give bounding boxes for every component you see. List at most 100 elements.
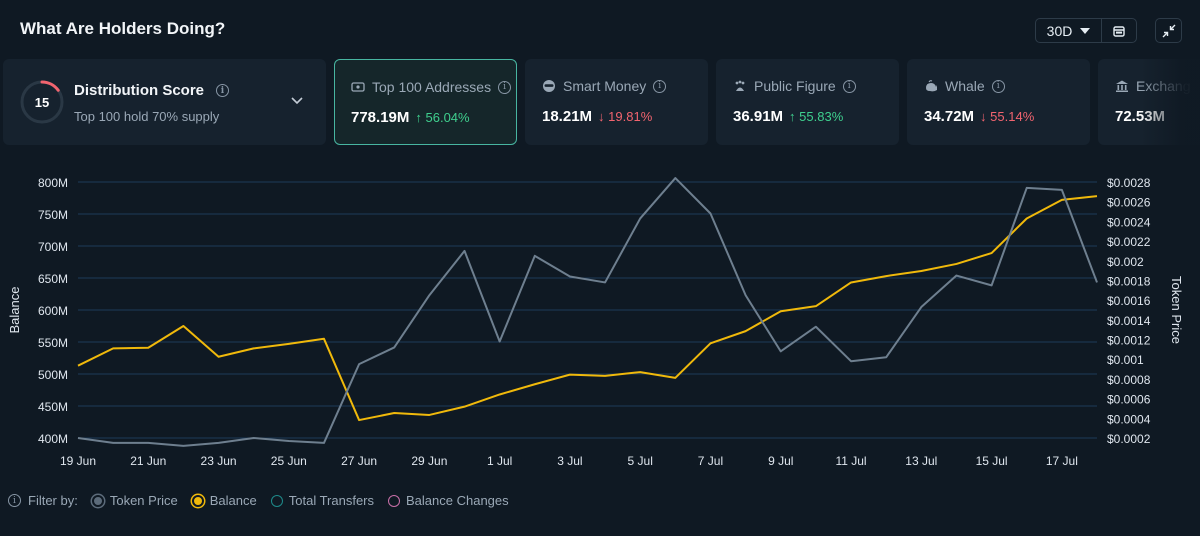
calendar-icon (1113, 25, 1125, 37)
filter-label-group: i Filter by: (8, 493, 78, 508)
distribution-score-card[interactable] (3, 59, 326, 145)
card-smart-money[interactable]: Smart Money i 18.21M ↓ 19.81% (525, 59, 708, 145)
distribution-gauge: 15 (20, 80, 64, 124)
arrow-up-icon: ↑ (415, 110, 422, 125)
series-line-balance (77, 195, 1098, 422)
collapse-button[interactable] (1155, 18, 1182, 43)
legend-dot (388, 494, 401, 507)
info-icon[interactable]: i (498, 80, 512, 94)
y-tick-label-left: 750M (38, 208, 68, 222)
info-icon[interactable]: i (991, 79, 1005, 93)
y-tick-label-left: 650M (38, 272, 68, 286)
y-tick-label-left: 700M (38, 240, 68, 254)
y-tick-label-right: $0.0022 (1107, 235, 1151, 249)
y-tick-label-right: $0.0006 (1107, 393, 1151, 407)
y-tick-label-left: 500M (38, 368, 68, 382)
y-tick-label-left: 600M (38, 304, 68, 318)
change-value: 55.83% (799, 109, 844, 124)
gauge-fill (20, 80, 64, 124)
y-tick-label-right: $0.0008 (1107, 373, 1151, 387)
change-badge: ↑ 56.04% (415, 110, 469, 125)
change-value: 55.14% (990, 109, 1035, 124)
x-tick-label: 1 Jul (487, 454, 512, 468)
page-title: What Are Holders Doing? (20, 19, 226, 38)
calendar-button[interactable] (1102, 19, 1136, 42)
holders-chart: 400M 450M 500M 550M 600M 650M 700M 750M 800M $0.0… (7, 176, 1184, 468)
legend-dot (191, 494, 204, 507)
chevron-down-icon[interactable] (291, 97, 303, 105)
x-tick-label: 17 Jul (1046, 454, 1078, 468)
card-value: 18.21M (542, 108, 593, 125)
card-label: Exchang (1136, 78, 1191, 94)
public-figure-icon (735, 80, 745, 91)
y-tick-label-right: $0.0018 (1107, 274, 1151, 288)
legend-dot (270, 494, 283, 507)
y-axis-title-right: Token Price (1169, 276, 1184, 344)
x-tick-label: 15 Jul (976, 454, 1008, 468)
x-tick-label: 27 Jun (341, 454, 377, 468)
y-tick-label-right: $0.0026 (1107, 196, 1151, 210)
legend-label: Balance Changes (406, 493, 509, 508)
y-tick-label-right: $0.0012 (1107, 334, 1151, 348)
y-tick-label-right: $0.002 (1107, 255, 1144, 269)
y-tick-label-right: $0.0014 (1107, 314, 1151, 328)
info-icon[interactable]: i (216, 84, 230, 97)
y-tick-label-right: $0.0004 (1107, 412, 1151, 426)
x-tick-label: 13 Jul (905, 454, 937, 468)
x-tick-label: 29 Jun (411, 454, 447, 468)
card-label: Smart Money (563, 78, 647, 94)
card-value: 34.72M (924, 108, 975, 125)
legend: i Filter by: Token Price Balance Total T… (8, 493, 509, 508)
y-tick-label-right: $0.0016 (1107, 294, 1151, 308)
card-label: Public Figure (754, 78, 836, 94)
y-tick-label-left: 400M (38, 432, 68, 446)
info-icon[interactable]: i (842, 79, 856, 93)
y-tick-label-right: $0.001 (1107, 353, 1144, 367)
collapse-icon (1162, 24, 1175, 37)
series-line-token-price (77, 177, 1098, 447)
legend-item-balance[interactable]: Balance (191, 493, 257, 508)
info-icon[interactable]: i (8, 494, 21, 507)
change-value: 19.81% (608, 109, 653, 124)
distribution-subtitle: Top 100 hold 70% supply (74, 109, 220, 124)
info-icon[interactable]: i (653, 79, 667, 93)
chevron-down-icon (1080, 27, 1091, 34)
x-tick-label: 21 Jun (130, 454, 166, 468)
wallet-icon (351, 82, 365, 92)
distribution-score-value: 15 (35, 95, 49, 110)
card-public-figure[interactable]: Public Figure i 36.91M ↑ 55.83% (716, 59, 899, 145)
legend-item-token-price[interactable]: Token Price (91, 493, 178, 508)
whale-icon (926, 80, 937, 92)
change-badge: ↓ 55.14% (980, 109, 1034, 124)
legend-item-balance-changes[interactable]: Balance Changes (388, 493, 509, 508)
card-value: 72.53M (1115, 108, 1166, 125)
y-tick-label-left: 450M (38, 400, 68, 414)
smart-money-icon (543, 80, 555, 92)
legend-label: Total Transfers (288, 493, 375, 508)
y-tick-label-left: 550M (38, 336, 68, 350)
y-tick-label-right: $0.0028 (1107, 176, 1151, 190)
x-tick-label: 11 Jul (835, 454, 866, 468)
card-exchange[interactable]: Exchang 72.53M (1098, 59, 1200, 145)
arrow-down-icon: ↓ (980, 109, 987, 124)
legend-label: Token Price (109, 493, 178, 508)
range-dropdown[interactable]: 30D (1036, 19, 1102, 42)
change-badge: ↓ 19.81% (598, 109, 652, 124)
card-value: 36.91M (733, 108, 784, 125)
card-label: Top 100 Addresses (372, 79, 492, 95)
exchange-icon (1116, 80, 1128, 92)
x-tick-label: 7 Jul (698, 454, 723, 468)
card-top-100-addresses[interactable]: Top 100 Addresses i 778.19M ↑ 56.04% (334, 59, 517, 145)
y-tick-label-right: $0.0002 (1107, 432, 1151, 446)
range-value: 30D (1046, 22, 1073, 39)
x-tick-label: 19 Jun (60, 454, 96, 468)
x-tick-label: 23 Jun (201, 454, 237, 468)
arrow-up-icon: ↑ (789, 109, 796, 124)
x-tick-label: 5 Jul (628, 454, 653, 468)
arrow-down-icon: ↓ (598, 109, 605, 124)
y-tick-label-right: $0.0024 (1107, 215, 1151, 229)
legend-item-total-transfers[interactable]: Total Transfers (270, 493, 375, 508)
legend-dot (91, 494, 104, 507)
card-whale[interactable]: Whale i 34.72M ↓ 55.14% (907, 59, 1090, 145)
y-tick-label-left: 800M (38, 176, 68, 190)
